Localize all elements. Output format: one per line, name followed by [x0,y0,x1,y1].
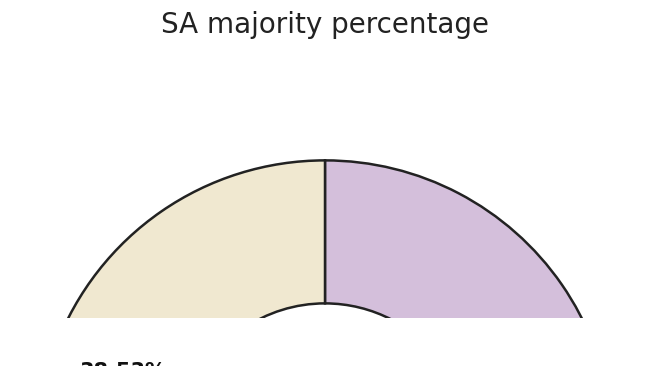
Text: 38.53%: 38.53% [79,362,166,366]
Text: SA majority percentage: SA majority percentage [161,11,489,39]
Wedge shape [37,160,325,366]
Wedge shape [135,160,613,366]
